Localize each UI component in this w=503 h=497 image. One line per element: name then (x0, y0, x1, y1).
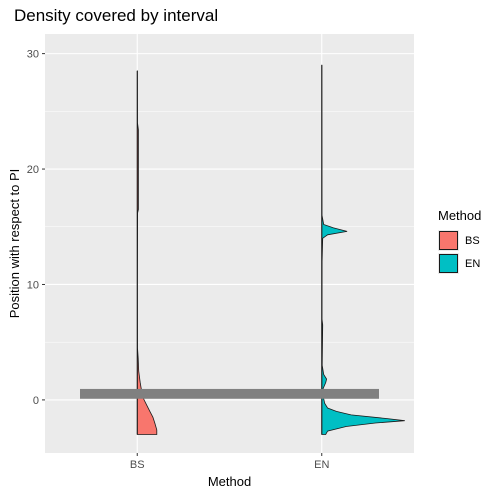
legend-title: Method (438, 208, 482, 223)
legend-label-en: EN (465, 257, 481, 270)
x-tick-label: EN (314, 459, 329, 471)
legend-item-en: EN (438, 252, 498, 275)
legend: Method BS EN (438, 208, 498, 275)
chart-title: Density covered by interval (14, 6, 219, 25)
legend-item-bs: BS (438, 229, 498, 252)
violin-en (321, 64, 405, 435)
y-tick-label: 0 (33, 395, 39, 407)
legend-label-bs: BS (465, 234, 480, 247)
x-tick-label: BS (130, 459, 145, 471)
legend-key-en (438, 253, 459, 274)
y-tick-label: 10 (27, 279, 39, 291)
legend-key-bs (438, 230, 459, 251)
y-tick-label: 20 (27, 164, 39, 176)
axis-layer: 0 10 20 30 BS EN (27, 49, 330, 471)
interval-band (80, 388, 379, 399)
x-axis-title: Method (208, 474, 251, 489)
y-axis-title: Position with respect to PI (7, 169, 22, 319)
violin-layer (80, 64, 405, 435)
y-tick-label: 30 (27, 49, 39, 61)
panel-background (45, 34, 414, 453)
